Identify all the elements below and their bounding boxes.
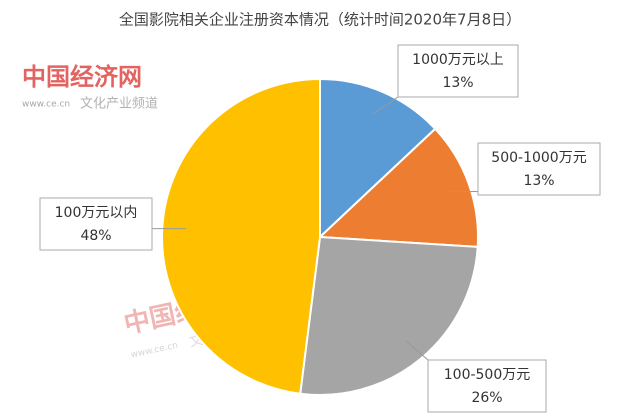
watermark-logo: 中国经济网 [22, 63, 142, 91]
chart-title: 全国影院相关企业注册资本情况（统计时间2020年7月8日） [119, 11, 521, 29]
labels: 1000万元以上 13% 500-1000万元 13% 100-500万元 26% 100万… [39, 44, 601, 413]
leader-line [373, 96, 399, 115]
pie-slice [319, 77, 437, 240]
value-label: 13% [442, 75, 473, 91]
category-label: 1000万元以上 [412, 52, 504, 68]
category-label: 100-500万元 [444, 367, 531, 383]
leader-line [405, 340, 429, 361]
watermark-url: www.ce.cn [22, 100, 70, 110]
label-box [477, 142, 601, 196]
label-box [427, 359, 547, 413]
category-label: 500-1000万元 [491, 150, 586, 166]
pie-slice [299, 235, 479, 396]
pie-slice [161, 77, 321, 395]
label-box [39, 197, 153, 251]
pie [161, 77, 479, 396]
value-label: 26% [471, 390, 502, 406]
value-label: 13% [523, 173, 554, 189]
category-label: 100万元以内 [55, 205, 138, 221]
watermark: 中国经济网 www.ce.cn 文化产业频道 [22, 63, 158, 112]
pie-slice [317, 127, 479, 248]
watermark-url: www.ce.cn [130, 341, 179, 361]
watermark-channel: 文化产业频道 [80, 97, 158, 112]
label-box [397, 44, 519, 98]
value-label: 48% [80, 228, 111, 244]
